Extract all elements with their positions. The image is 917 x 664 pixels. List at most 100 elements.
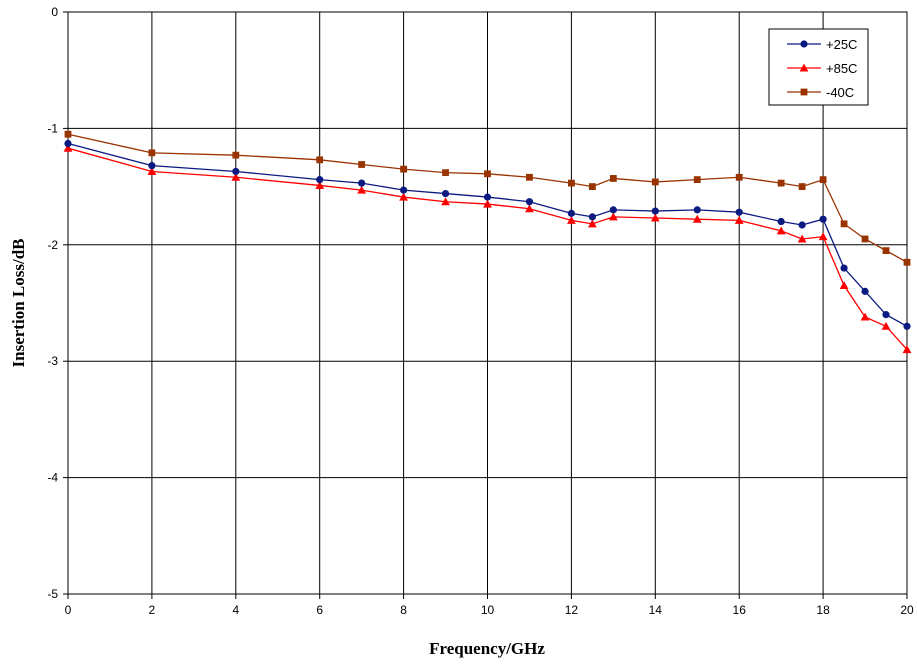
data-point <box>609 206 617 214</box>
legend-marker <box>800 88 808 96</box>
data-point <box>315 181 325 189</box>
legend-label: -40C <box>826 85 854 100</box>
data-point <box>860 312 870 321</box>
data-point <box>483 199 492 208</box>
data-point <box>777 217 785 226</box>
data-point <box>567 209 576 217</box>
x-tick-label: 12 <box>565 603 579 617</box>
data-point <box>903 322 911 330</box>
data-point <box>819 176 827 184</box>
y-tick-label: -1 <box>47 121 58 135</box>
data-point <box>902 345 912 354</box>
series-line <box>67 133 908 263</box>
data-point <box>568 179 575 187</box>
data-point <box>693 206 701 214</box>
x-axis-title: Frequency/GHz <box>429 639 545 658</box>
data-point <box>316 156 324 164</box>
data-point <box>881 321 891 330</box>
data-point <box>63 143 73 152</box>
data-point <box>777 179 785 187</box>
data-point <box>819 215 827 223</box>
data-point <box>483 193 492 201</box>
x-tick-label: 4 <box>232 603 239 617</box>
data-point <box>399 192 408 201</box>
data-point <box>651 207 659 215</box>
data-point <box>609 175 617 182</box>
data-point <box>442 169 449 177</box>
y-tick-label: -4 <box>47 471 58 485</box>
data-point <box>231 172 241 181</box>
y-tick-label: -2 <box>47 238 58 252</box>
data-point <box>358 161 366 168</box>
legend: +25C +85C -40C <box>768 28 869 106</box>
data-point <box>441 197 450 206</box>
y-tick-label: -5 <box>47 587 58 601</box>
data-point <box>650 213 660 222</box>
data-point <box>734 215 744 224</box>
legend-item--40C: -40C <box>787 85 854 100</box>
x-tick-label: 6 <box>316 603 323 617</box>
data-point <box>588 213 596 221</box>
data-point <box>64 139 72 148</box>
y-tick-label: -3 <box>47 354 58 368</box>
x-tick-label: 0 <box>65 603 72 617</box>
x-tick-label: 18 <box>816 603 830 617</box>
data-point <box>357 185 367 194</box>
data-point <box>148 162 156 170</box>
data-point <box>400 186 408 194</box>
grid <box>68 12 907 594</box>
data-point <box>484 170 491 178</box>
series--40C <box>64 130 911 266</box>
data-point <box>525 198 534 206</box>
legend-label: +25C <box>826 37 857 52</box>
data-point <box>526 173 533 181</box>
data-point <box>797 234 807 243</box>
data-point <box>776 226 786 235</box>
x-tick-label: 2 <box>149 603 156 617</box>
data-point <box>798 221 806 229</box>
data-point <box>903 258 911 266</box>
data-point <box>818 232 828 241</box>
series-layer <box>63 130 912 354</box>
axis-ticks: 0 2 4 6 8 10 12 14 16 18 20 0 -1 -2 -3 -4 -5 <box>47 5 914 617</box>
data-point <box>861 235 869 243</box>
data-point <box>608 212 618 221</box>
data-point <box>839 281 849 290</box>
x-tick-label: 20 <box>900 603 914 617</box>
y-tick-label: 0 <box>51 5 58 19</box>
series-+25C <box>64 139 911 330</box>
data-point <box>882 311 890 319</box>
data-point <box>316 176 324 184</box>
data-point <box>861 287 869 295</box>
data-point <box>232 167 240 176</box>
data-point <box>587 219 597 228</box>
data-point <box>840 264 848 272</box>
data-point <box>525 204 534 213</box>
data-point <box>400 165 407 173</box>
data-point <box>798 183 806 190</box>
data-point <box>735 208 743 216</box>
legend-item-+25C: +25C <box>787 37 857 52</box>
data-point <box>693 176 701 184</box>
legend-item-+85C: +85C <box>787 61 857 76</box>
legend-marker <box>799 63 809 72</box>
series-line <box>67 147 908 350</box>
x-tick-label: 10 <box>481 603 495 617</box>
y-axis-title: Insertion Loss/dB <box>9 239 28 368</box>
data-point <box>882 247 890 255</box>
series-line <box>67 142 908 327</box>
data-point <box>232 151 240 159</box>
data-point <box>840 220 848 228</box>
data-point <box>651 178 659 186</box>
series-+85C <box>63 143 912 354</box>
data-point <box>588 183 596 190</box>
x-tick-label: 8 <box>400 603 407 617</box>
x-tick-label: 14 <box>649 603 663 617</box>
data-point <box>441 189 450 198</box>
data-point <box>147 167 157 175</box>
legend-label: +85C <box>826 61 857 76</box>
data-point <box>567 215 576 224</box>
data-point <box>692 214 702 223</box>
data-point <box>148 149 156 157</box>
